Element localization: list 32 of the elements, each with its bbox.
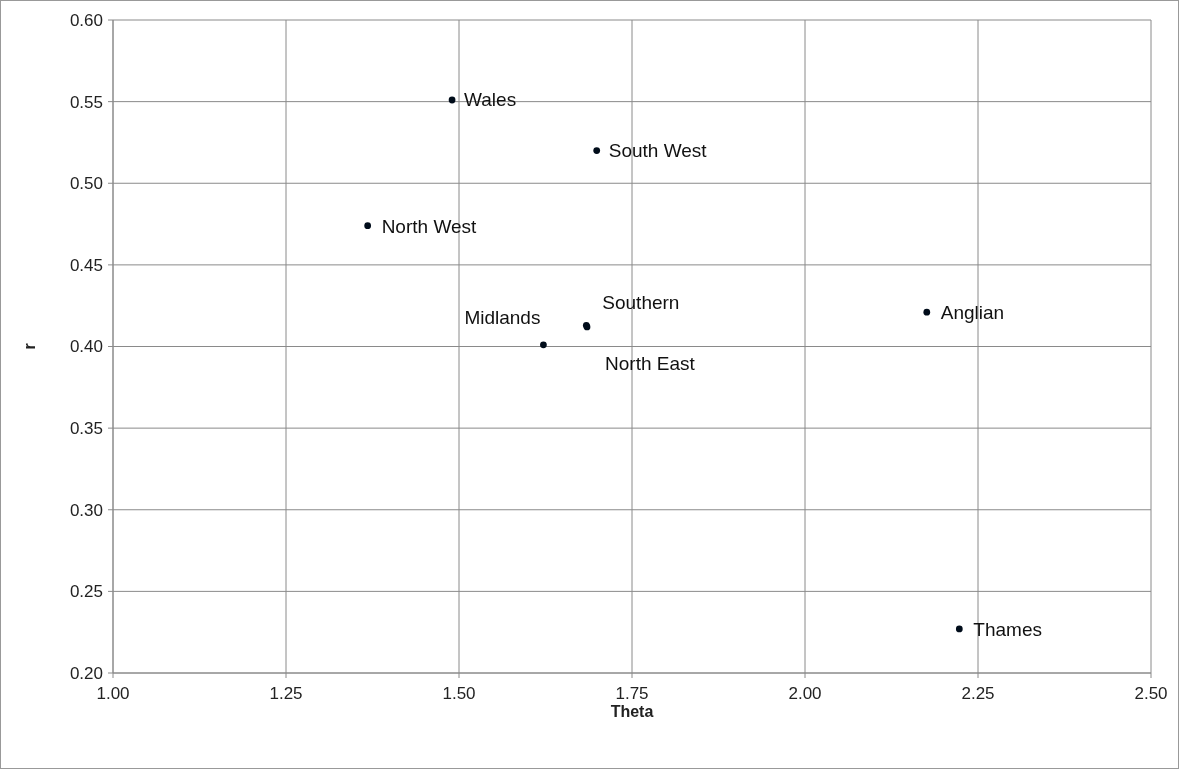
annotation: South West — [608, 139, 708, 161]
y-tick-label: 0.50 — [69, 174, 103, 194]
x-tick-label: 2.00 — [788, 684, 822, 703]
annotation: North West — [381, 215, 478, 237]
x-axis-title: Theta — [610, 703, 654, 720]
point — [448, 96, 456, 104]
x-tick-label: 1.75 — [615, 684, 649, 703]
x-tick-label: 2.50 — [1134, 684, 1168, 703]
y-tick-label: 0.40 — [69, 337, 103, 357]
x-tick-label: 1.00 — [96, 684, 130, 703]
x-tick-label: 1.25 — [269, 684, 303, 703]
y-tick-label: 0.45 — [69, 255, 103, 275]
y-tick-label: 0.60 — [69, 10, 103, 30]
x-tick-label: 1.50 — [442, 684, 476, 703]
point — [540, 341, 547, 349]
y-tick-label: 0.30 — [69, 500, 103, 520]
annotation: Wales — [464, 88, 517, 110]
point — [593, 147, 601, 154]
point — [955, 625, 963, 633]
annotation: Midlands — [464, 306, 541, 328]
annotation: North East — [605, 352, 696, 374]
annotation: Southern — [602, 292, 680, 314]
y-tick-label: 0.20 — [69, 663, 103, 683]
y-tick-label: 0.55 — [69, 92, 103, 112]
y-tick-label: 0.35 — [69, 419, 103, 439]
point — [364, 222, 372, 230]
annotation: Anglian — [940, 302, 1005, 324]
y-axis-title: r — [21, 343, 38, 350]
x-tick-label: 2.25 — [961, 684, 995, 703]
annotation: Thames — [973, 618, 1042, 640]
point — [923, 308, 931, 316]
y-tick-label: 0.25 — [69, 582, 103, 602]
